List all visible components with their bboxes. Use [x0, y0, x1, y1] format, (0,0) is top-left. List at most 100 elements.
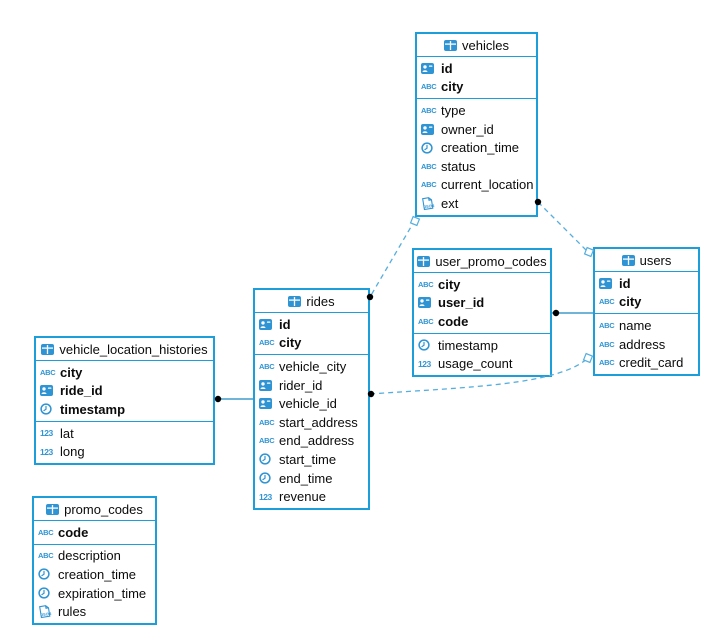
relationship-rides-users[interactable]	[369, 357, 589, 395]
column-name: status	[441, 158, 476, 174]
column-row[interactable]: ABC status	[417, 157, 536, 176]
column-name: id	[279, 316, 291, 332]
columns-section: ABC vehicle_city rider_id vehicle_id ABC star…	[255, 355, 368, 508]
json-icon: JSON	[421, 197, 438, 211]
column-row[interactable]: rider_id	[255, 376, 368, 395]
table-user-promo-codes[interactable]: user_promo_codes ABC city user_id ABC code tim…	[412, 248, 552, 377]
column-row[interactable]: JSON ext	[417, 194, 536, 213]
column-name: end_time	[279, 470, 333, 486]
table-header[interactable]: vehicles	[417, 34, 536, 57]
columns-section: 123 lat 123 long	[36, 422, 213, 463]
column-name: usage_count	[438, 356, 513, 372]
relationship-vehicles-rides[interactable]	[369, 219, 416, 298]
columns-section: timestamp 123 usage_count	[414, 334, 550, 375]
svg-text:JSON: JSON	[423, 203, 434, 210]
table-icon	[41, 343, 55, 355]
column-row[interactable]: 123 usage_count	[414, 354, 550, 373]
abc-icon: ABC	[599, 297, 615, 307]
primary-key-section: ABC city ride_id timestamp	[36, 361, 213, 422]
column-row[interactable]: ABC end_address	[255, 432, 368, 451]
number-icon: 123	[40, 428, 53, 439]
column-row[interactable]: ABC code	[414, 312, 550, 331]
column-row[interactable]: owner_id	[417, 120, 536, 139]
column-row[interactable]: timestamp	[36, 400, 213, 419]
number-icon: 123	[259, 491, 272, 502]
column-name: ride_id	[60, 383, 103, 399]
svg-text:JSON: JSON	[40, 611, 51, 618]
column-row[interactable]: ABC city	[595, 293, 698, 312]
column-row[interactable]: id	[595, 274, 698, 293]
column-row[interactable]: ABC city	[255, 334, 368, 353]
table-promo-codes[interactable]: promo_codes ABC code ABC description creation…	[32, 496, 157, 625]
column-row[interactable]: ABC city	[36, 363, 213, 382]
abc-icon: ABC	[418, 279, 434, 289]
column-row[interactable]: 123 long	[36, 442, 213, 461]
abc-icon: ABC	[418, 316, 434, 326]
table-header[interactable]: user_promo_codes	[414, 250, 550, 273]
column-row[interactable]: id	[255, 315, 368, 334]
table-icon	[46, 503, 60, 515]
column-row[interactable]: ABC name	[595, 316, 698, 335]
column-name: ext	[441, 195, 459, 211]
id-card-icon	[40, 385, 57, 397]
column-row[interactable]: ABC vehicle_city	[255, 357, 368, 376]
column-row[interactable]: creation_time	[34, 565, 155, 584]
column-row[interactable]: ABC current_location	[417, 176, 536, 195]
column-name: vehicle_city	[279, 358, 347, 374]
column-row[interactable]: ABC start_address	[255, 413, 368, 432]
column-row[interactable]: id	[417, 59, 536, 78]
column-name: credit_card	[619, 355, 684, 371]
table-users[interactable]: users id ABC city ABC name ABC address ABC credit…	[593, 247, 700, 376]
column-row[interactable]: start_time	[255, 450, 368, 469]
table-title: users	[639, 252, 672, 268]
table-header[interactable]: rides	[255, 290, 368, 313]
column-row[interactable]: 123 revenue	[255, 487, 368, 506]
column-row[interactable]: ABC city	[417, 78, 536, 97]
column-name: creation_time	[58, 566, 137, 582]
id-card-icon	[418, 297, 435, 309]
column-name: code	[58, 524, 89, 540]
column-name: rules	[58, 604, 87, 620]
table-vehicles[interactable]: vehicles id ABC city ABC type owner_id creation…	[415, 32, 538, 217]
column-row[interactable]: 123 lat	[36, 424, 213, 443]
column-row[interactable]: ABC code	[34, 523, 155, 542]
abc-icon: ABC	[421, 82, 437, 92]
column-name: name	[619, 317, 652, 333]
primary-key-section: id ABC city	[595, 272, 698, 315]
column-name: long	[60, 444, 85, 460]
table-vehicle-location-histories[interactable]: vehicle_location_histories ABC city ride_id…	[34, 336, 215, 465]
clock-icon	[418, 339, 435, 351]
column-row[interactable]: ABC city	[414, 275, 550, 294]
column-row[interactable]: ABC description	[34, 547, 155, 566]
column-name: id	[619, 275, 631, 291]
table-rides[interactable]: rides id ABC city ABC vehicle_city rider_id veh…	[253, 288, 370, 510]
clock-icon	[259, 453, 276, 466]
table-header[interactable]: vehicle_location_histories	[36, 338, 213, 361]
number-icon: 123	[418, 358, 431, 369]
column-name: timestamp	[438, 337, 498, 353]
column-name: rider_id	[279, 377, 323, 393]
abc-icon: ABC	[40, 367, 56, 377]
table-icon	[417, 255, 431, 267]
column-row[interactable]: JSON rules	[34, 602, 155, 621]
table-header[interactable]: users	[595, 249, 698, 272]
table-title: rides	[306, 293, 335, 309]
column-row[interactable]: ABC credit_card	[595, 353, 698, 372]
table-header[interactable]: promo_codes	[34, 498, 155, 521]
column-row[interactable]: timestamp	[414, 336, 550, 355]
primary-key-section: ABC code	[34, 521, 155, 545]
relationship-vehicles-users[interactable]	[537, 201, 587, 251]
column-row[interactable]: ABC type	[417, 101, 536, 120]
number-icon: 123	[40, 446, 53, 457]
column-name: city	[279, 335, 302, 351]
column-name: user_id	[438, 295, 485, 311]
column-row[interactable]: expiration_time	[34, 584, 155, 603]
abc-icon: ABC	[421, 180, 437, 190]
column-name: creation_time	[441, 140, 520, 156]
column-row[interactable]: end_time	[255, 469, 368, 488]
column-row[interactable]: creation_time	[417, 138, 536, 157]
column-row[interactable]: ride_id	[36, 382, 213, 401]
column-row[interactable]: user_id	[414, 294, 550, 313]
column-row[interactable]: vehicle_id	[255, 394, 368, 413]
column-row[interactable]: ABC address	[595, 335, 698, 354]
